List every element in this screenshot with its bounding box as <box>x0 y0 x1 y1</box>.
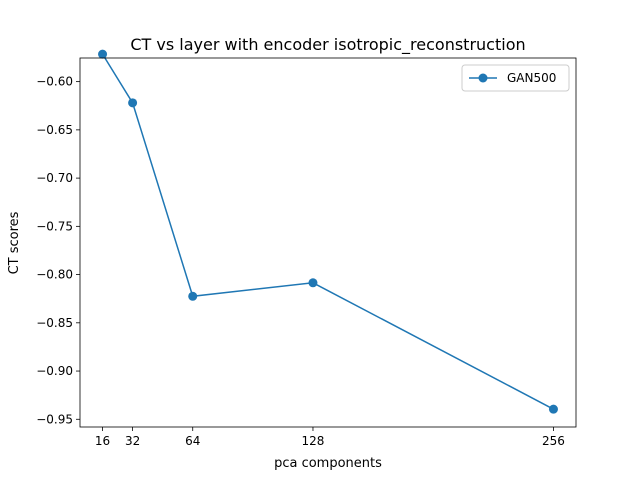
y-axis: −0.60 −0.65 −0.70 −0.75 −0.80 −0.85 −0.90 −0.95 <box>36 75 80 426</box>
x-axis-label: pca components <box>274 456 382 471</box>
data-point <box>308 278 318 288</box>
legend-marker <box>478 73 488 83</box>
x-tick-label: 16 <box>95 434 110 448</box>
plot-area <box>79 49 577 428</box>
y-tick-label: −0.95 <box>36 412 73 426</box>
legend: GAN500 <box>461 64 570 92</box>
x-tick-label: 128 <box>302 434 325 448</box>
y-tick-label: −0.90 <box>36 364 73 378</box>
y-tick-label: −0.70 <box>36 171 73 185</box>
data-point <box>188 291 198 301</box>
legend-box <box>461 64 570 92</box>
y-tick-label: −0.75 <box>36 219 73 233</box>
y-tick-label: −0.65 <box>36 123 73 137</box>
x-tick-label: 256 <box>542 434 565 448</box>
y-tick-label: −0.85 <box>36 316 73 330</box>
data-point <box>98 49 108 59</box>
series-line-0 <box>101 53 554 410</box>
x-tick-label: 32 <box>125 434 140 448</box>
y-axis-label: CT scores <box>7 211 22 274</box>
data-point <box>128 98 138 108</box>
y-tick-label: −0.60 <box>36 75 73 89</box>
data-point <box>548 404 558 414</box>
y-tick-label: −0.80 <box>36 268 73 282</box>
plot-frame <box>79 57 577 428</box>
x-axis: 16 32 64 128 256 <box>95 427 565 448</box>
chart-title: CT vs layer with encoder isotropic_recon… <box>130 35 525 55</box>
x-tick-label: 64 <box>185 434 200 448</box>
legend-label: GAN500 <box>507 71 556 85</box>
